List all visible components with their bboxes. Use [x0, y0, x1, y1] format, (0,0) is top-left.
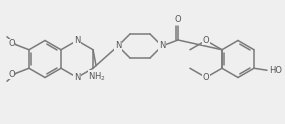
Text: N: N: [159, 42, 165, 50]
Text: HO: HO: [269, 66, 282, 75]
Text: N: N: [115, 42, 121, 50]
Text: O: O: [8, 39, 15, 48]
Text: O: O: [8, 70, 15, 79]
Text: N: N: [74, 36, 80, 45]
Text: NH$_2$: NH$_2$: [88, 71, 106, 83]
Text: O: O: [203, 73, 209, 82]
Text: O: O: [203, 36, 209, 45]
Text: O: O: [175, 16, 181, 25]
Text: N: N: [74, 73, 80, 82]
